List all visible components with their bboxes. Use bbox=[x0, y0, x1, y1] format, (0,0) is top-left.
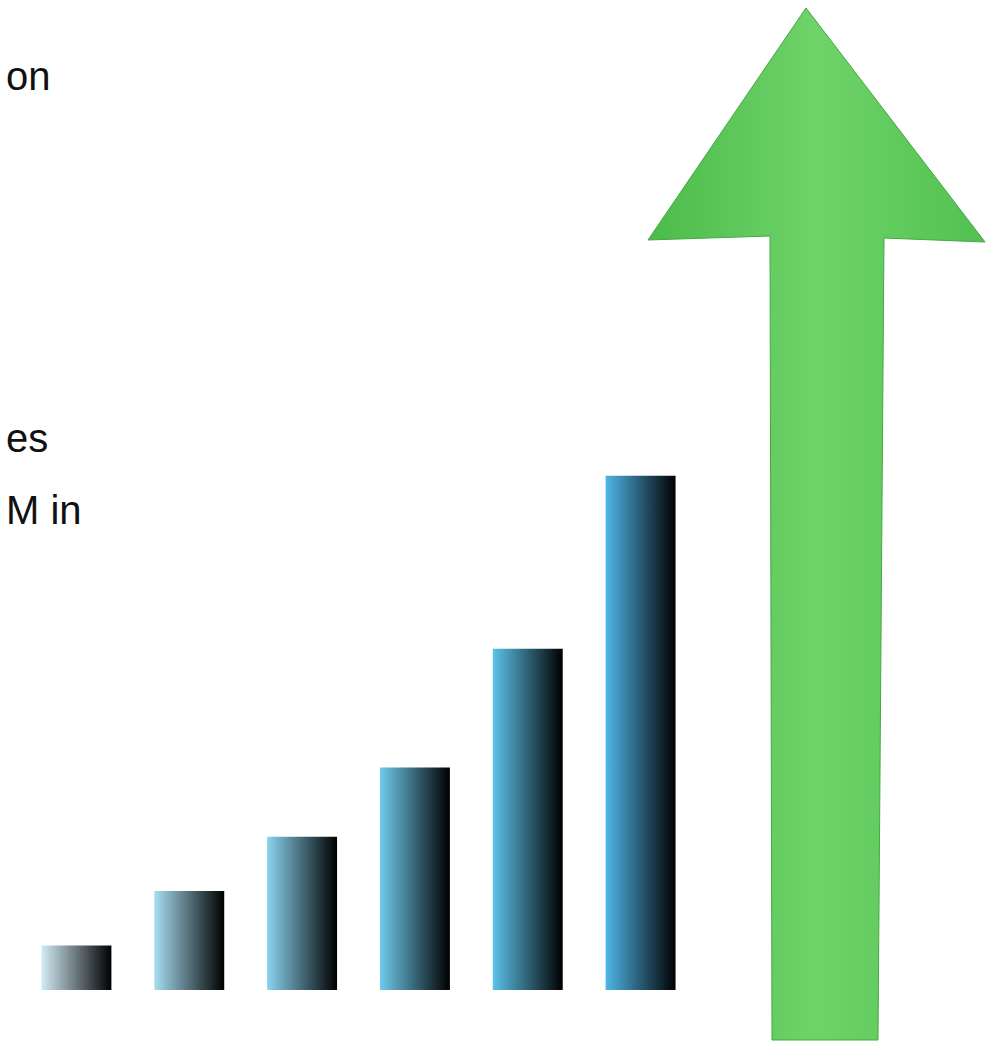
svg-text:on: on bbox=[6, 54, 51, 98]
svg-text:es: es bbox=[6, 416, 48, 460]
svg-text:M in: M in bbox=[6, 488, 82, 532]
